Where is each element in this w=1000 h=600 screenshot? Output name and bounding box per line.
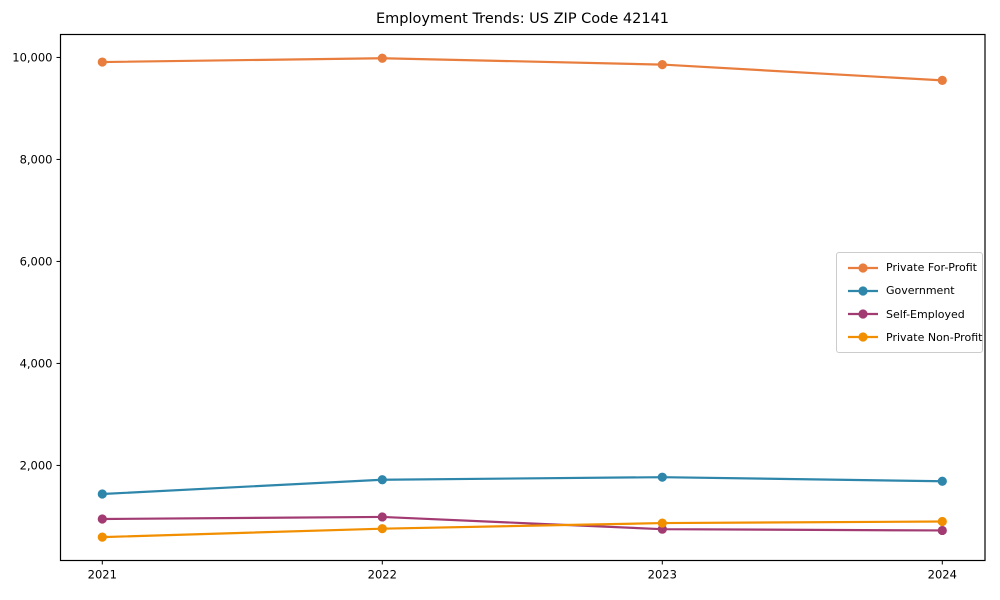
x-tick-label: 2024 (928, 568, 957, 582)
legend-marker (858, 332, 868, 342)
legend-label: Self-Employed (886, 307, 965, 321)
data-point-government (657, 472, 667, 482)
data-point-private-non-profit (377, 524, 387, 534)
data-point-private-for-profit (97, 57, 107, 67)
data-point-private-non-profit (937, 516, 947, 527)
legend-item-government: Government (848, 280, 976, 301)
series-line-government (102, 476, 943, 496)
legend-item-private-for-profit: Private For-Profit (848, 257, 977, 278)
legend-line-marker-icon (848, 286, 878, 296)
chart-legend: Private For-Profit Government Self-Employe… (836, 252, 983, 353)
legend-marker (858, 286, 868, 296)
data-point-government (377, 475, 387, 485)
y-tick-label: 8,000 (20, 152, 53, 166)
y-tick-label: 4,000 (20, 356, 53, 370)
x-tick-label: 2021 (88, 568, 117, 582)
legend-line-marker-icon (848, 309, 878, 319)
series-line-private-non-profit (102, 520, 943, 539)
legend-marker (858, 309, 868, 319)
y-tick-label: 2,000 (20, 458, 53, 472)
legend-line-marker-icon (848, 332, 878, 342)
data-point-self-employed (377, 512, 387, 522)
x-tick-label: 2022 (368, 568, 397, 582)
data-point-private-for-profit (937, 75, 947, 85)
legend-label: Private Non-Profit (886, 330, 983, 344)
chart-title: Employment Trends: US ZIP Code 42141 (375, 11, 670, 27)
legend-item-self-employed: Self-Employed (848, 304, 976, 325)
y-tick-label: 10,000 (12, 50, 52, 64)
data-point-government (937, 476, 947, 486)
data-point-private-for-profit (657, 59, 667, 70)
data-point-private-non-profit (97, 532, 107, 542)
data-point-government (97, 489, 107, 499)
data-point-self-employed (97, 514, 107, 524)
y-tick-label: 6,000 (20, 254, 53, 268)
x-tick-label: 2023 (648, 568, 677, 582)
legend-marker (858, 263, 868, 273)
legend-label: Private For-Profit (886, 261, 977, 275)
series-line-private-for-profit (102, 57, 943, 82)
data-point-private-non-profit (657, 518, 667, 528)
data-point-private-for-profit (377, 53, 387, 63)
legend-line-marker-icon (848, 263, 878, 273)
legend-item-private-non-profit: Private Non-Profit (848, 327, 982, 348)
plot-frame (59, 33, 986, 562)
series-line-self-employed (102, 515, 943, 532)
data-point-self-employed (937, 525, 947, 536)
legend-label: Government (886, 284, 955, 298)
